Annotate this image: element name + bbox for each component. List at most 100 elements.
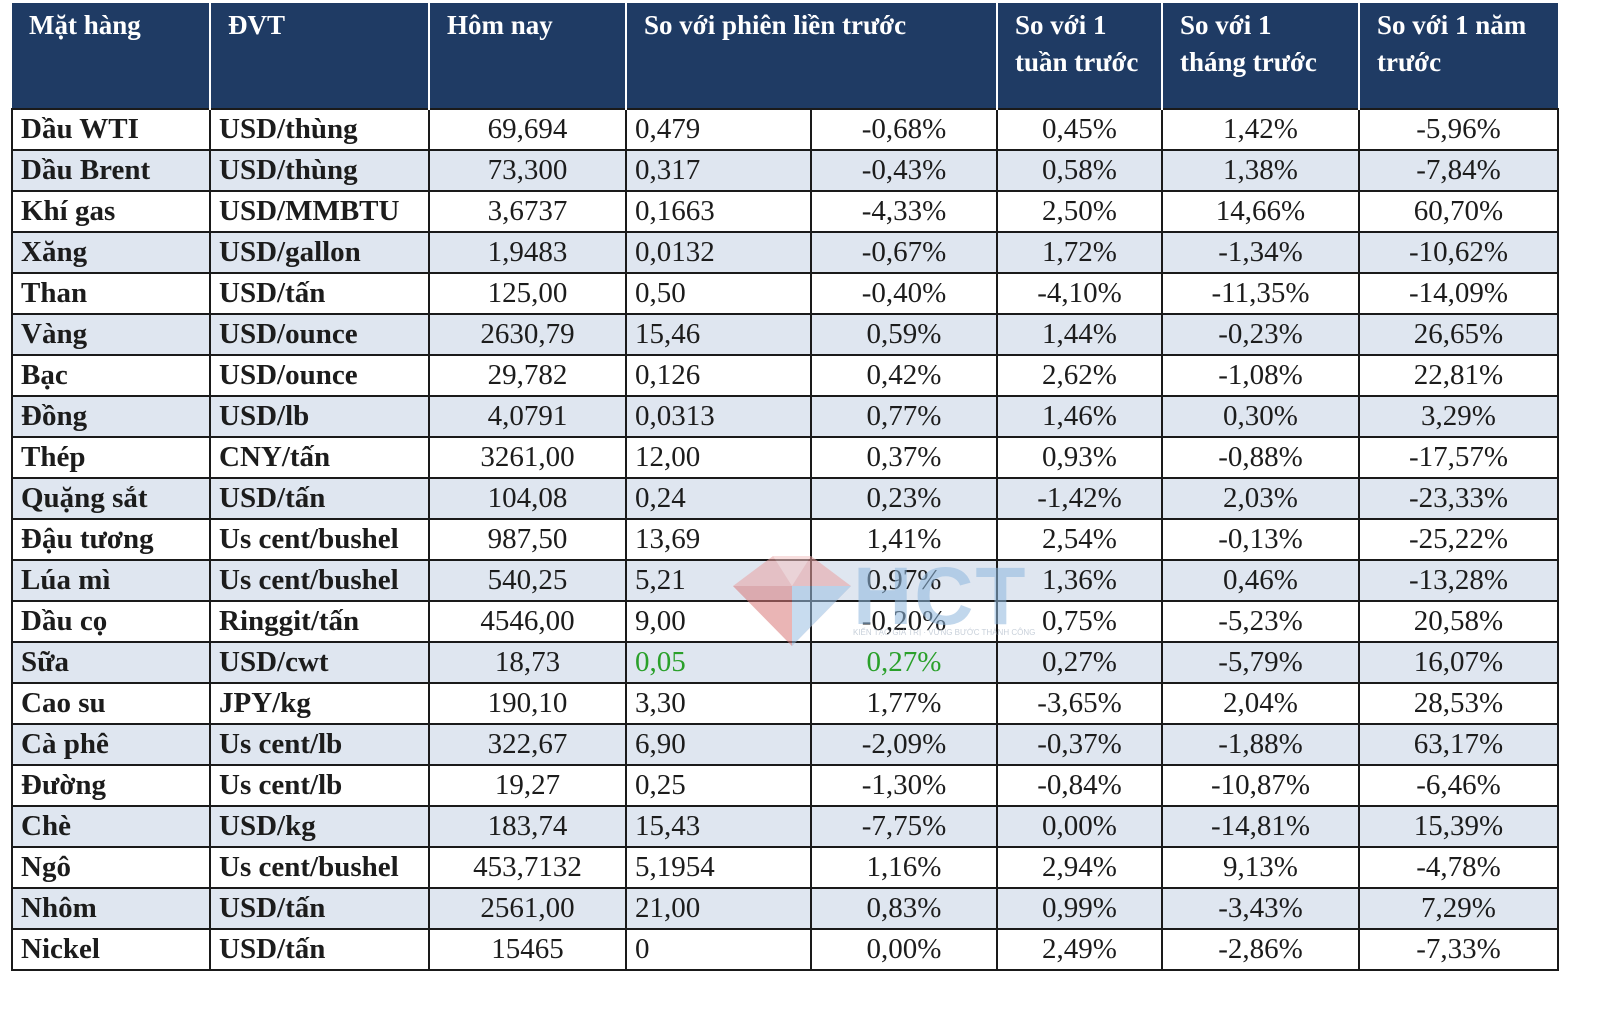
cell-week: 1,44% bbox=[996, 313, 1163, 356]
cell-month: -0,23% bbox=[1161, 313, 1360, 356]
table-row: Đồng USD/lb 4,0791 0,0313 0,77% 1,46% 0,30% 3,2… bbox=[11, 395, 1559, 438]
cell-year: -25,22% bbox=[1358, 518, 1559, 561]
cell-unit: USD/thùng bbox=[209, 108, 430, 151]
cell-today: 29,782 bbox=[428, 354, 627, 397]
cell-name: Than bbox=[11, 272, 211, 315]
table-row: Ngô Us cent/bushel 453,7132 5,1954 1,16% 2,94… bbox=[11, 846, 1559, 889]
header-week: So với 1 tuần trước bbox=[996, 3, 1163, 109]
table-row: Dầu cọ Ringgit/tấn 4546,00 9,00 -0,20% 0,75% -… bbox=[11, 600, 1559, 643]
cell-chg: 0,1663 bbox=[625, 190, 812, 233]
table-row: Quặng sắt USD/tấn 104,08 0,24 0,23% -1,42% 2,0… bbox=[11, 477, 1559, 520]
cell-week: 2,62% bbox=[996, 354, 1163, 397]
cell-unit: Us cent/bushel bbox=[209, 518, 430, 561]
cell-unit: USD/gallon bbox=[209, 231, 430, 274]
cell-pct: -0,20% bbox=[810, 600, 998, 643]
cell-today: 69,694 bbox=[428, 108, 627, 151]
cell-week: 1,46% bbox=[996, 395, 1163, 438]
cell-year: -7,33% bbox=[1358, 928, 1559, 971]
cell-pct: 0,59% bbox=[810, 313, 998, 356]
cell-unit: USD/tấn bbox=[209, 272, 430, 315]
cell-chg: 13,69 bbox=[625, 518, 812, 561]
cell-year: -23,33% bbox=[1358, 477, 1559, 520]
cell-year: -17,57% bbox=[1358, 436, 1559, 479]
cell-pct: 0,77% bbox=[810, 395, 998, 438]
cell-pct: -7,75% bbox=[810, 805, 998, 848]
table-row: Đường Us cent/lb 19,27 0,25 -1,30% -0,84% -10,… bbox=[11, 764, 1559, 807]
cell-today: 15465 bbox=[428, 928, 627, 971]
cell-month: -1,34% bbox=[1161, 231, 1360, 274]
cell-month: -14,81% bbox=[1161, 805, 1360, 848]
cell-unit: USD/thùng bbox=[209, 149, 430, 192]
table-row: Nhôm USD/tấn 2561,00 21,00 0,83% 0,99% -3,43% 7… bbox=[11, 887, 1559, 930]
cell-today: 2630,79 bbox=[428, 313, 627, 356]
header-month: So với 1 tháng trước bbox=[1161, 3, 1360, 109]
cell-year: -6,46% bbox=[1358, 764, 1559, 807]
cell-name: Dầu WTI bbox=[11, 108, 211, 151]
cell-name: Khí gas bbox=[11, 190, 211, 233]
cell-year: 16,07% bbox=[1358, 641, 1559, 684]
table-row: Thép CNY/tấn 3261,00 12,00 0,37% 0,93% -0,88% -… bbox=[11, 436, 1559, 479]
cell-month: -10,87% bbox=[1161, 764, 1360, 807]
cell-pct: -0,43% bbox=[810, 149, 998, 192]
cell-today: 73,300 bbox=[428, 149, 627, 192]
table-row: Chè USD/kg 183,74 15,43 -7,75% 0,00% -14,81% 15… bbox=[11, 805, 1559, 848]
cell-chg: 6,90 bbox=[625, 723, 812, 766]
cell-chg: 0,126 bbox=[625, 354, 812, 397]
cell-chg: 0,0132 bbox=[625, 231, 812, 274]
cell-pct: -0,40% bbox=[810, 272, 998, 315]
cell-pct: -0,67% bbox=[810, 231, 998, 274]
cell-chg: 15,43 bbox=[625, 805, 812, 848]
cell-pct: -4,33% bbox=[810, 190, 998, 233]
cell-today: 4,0791 bbox=[428, 395, 627, 438]
cell-week: -1,42% bbox=[996, 477, 1163, 520]
cell-month: -11,35% bbox=[1161, 272, 1360, 315]
cell-month: 2,04% bbox=[1161, 682, 1360, 725]
cell-year: -13,28% bbox=[1358, 559, 1559, 602]
cell-year: 20,58% bbox=[1358, 600, 1559, 643]
table-row: Nickel USD/tấn 15465 0 0,00% 2,49% -2,86% -7,33… bbox=[11, 928, 1559, 971]
cell-week: 0,58% bbox=[996, 149, 1163, 192]
cell-chg: 0,05 bbox=[625, 641, 812, 684]
header-unit: ĐVT bbox=[209, 3, 430, 109]
cell-month: 1,42% bbox=[1161, 108, 1360, 151]
table-row: Vàng USD/ounce 2630,79 15,46 0,59% 1,44% -0,23… bbox=[11, 313, 1559, 356]
table-header-row: Mặt hàng ĐVT Hôm nay So với phiên liền t… bbox=[12, 3, 1558, 109]
cell-week: 0,45% bbox=[996, 108, 1163, 151]
cell-name: Nhôm bbox=[11, 887, 211, 930]
cell-week: 0,93% bbox=[996, 436, 1163, 479]
cell-pct: 1,16% bbox=[810, 846, 998, 889]
cell-chg: 0 bbox=[625, 928, 812, 971]
cell-year: -5,96% bbox=[1358, 108, 1559, 151]
cell-name: Chè bbox=[11, 805, 211, 848]
cell-year: 15,39% bbox=[1358, 805, 1559, 848]
cell-week: 1,36% bbox=[996, 559, 1163, 602]
cell-unit: Us cent/bushel bbox=[209, 846, 430, 889]
cell-pct: 0,97% bbox=[810, 559, 998, 602]
cell-name: Lúa mì bbox=[11, 559, 211, 602]
cell-week: 2,50% bbox=[996, 190, 1163, 233]
cell-today: 3261,00 bbox=[428, 436, 627, 479]
cell-month: 2,03% bbox=[1161, 477, 1360, 520]
cell-chg: 15,46 bbox=[625, 313, 812, 356]
cell-pct: 0,37% bbox=[810, 436, 998, 479]
table-row: Khí gas USD/MMBTU 3,6737 0,1663 -4,33% 2,50% 1… bbox=[11, 190, 1559, 233]
cell-week: 2,49% bbox=[996, 928, 1163, 971]
cell-name: Dầu cọ bbox=[11, 600, 211, 643]
cell-name: Sữa bbox=[11, 641, 211, 684]
cell-week: 0,99% bbox=[996, 887, 1163, 930]
cell-chg: 0,50 bbox=[625, 272, 812, 315]
cell-week: 0,27% bbox=[996, 641, 1163, 684]
cell-today: 4546,00 bbox=[428, 600, 627, 643]
cell-chg: 0,317 bbox=[625, 149, 812, 192]
cell-month: 14,66% bbox=[1161, 190, 1360, 233]
cell-pct: 1,77% bbox=[810, 682, 998, 725]
cell-chg: 0,479 bbox=[625, 108, 812, 151]
cell-chg: 12,00 bbox=[625, 436, 812, 479]
cell-name: Nickel bbox=[11, 928, 211, 971]
cell-chg: 5,21 bbox=[625, 559, 812, 602]
cell-year: -14,09% bbox=[1358, 272, 1559, 315]
cell-name: Dầu Brent bbox=[11, 149, 211, 192]
table-row: Xăng USD/gallon 1,9483 0,0132 -0,67% 1,72% -1,… bbox=[11, 231, 1559, 274]
cell-name: Vàng bbox=[11, 313, 211, 356]
cell-name: Đồng bbox=[11, 395, 211, 438]
